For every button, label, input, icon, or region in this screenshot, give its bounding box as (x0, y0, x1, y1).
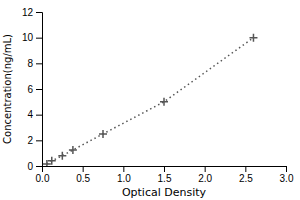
tick: 2.0 (198, 166, 212, 184)
tick: 4 (27, 109, 42, 120)
tick-label: 0.5 (76, 173, 90, 184)
tick-mark (36, 115, 42, 116)
tick: 1.5 (158, 166, 172, 184)
tick: 10 (22, 32, 42, 43)
tick: 2.5 (239, 166, 253, 184)
tick: 6 (27, 84, 42, 95)
y-axis: 0 2 4 6 8 10 12 (22, 7, 43, 172)
tick: 8 (27, 58, 42, 69)
marker (48, 157, 56, 165)
marker (160, 98, 168, 106)
marker (249, 34, 257, 42)
tick-mark (123, 166, 124, 172)
tick-mark (36, 38, 42, 39)
tick-mark (83, 166, 84, 172)
y-axis-line (36, 13, 43, 167)
tick: 0.0 (36, 166, 50, 184)
tick: 3.0 (280, 166, 294, 184)
tick-label: 6 (27, 84, 33, 95)
tick-label: 0.0 (36, 173, 50, 184)
tick-mark (36, 12, 42, 13)
x-axis: 0.0 0.5 1.0 1.5 2.0 2.5 3.0 (36, 166, 294, 184)
tick: 0.5 (76, 166, 90, 184)
marker (99, 130, 107, 138)
tick-label: 2.5 (239, 173, 253, 184)
marker (69, 146, 77, 154)
tick-mark (36, 63, 42, 64)
x-axis-title: Optical Density (122, 186, 207, 199)
tick-label: 2 (27, 135, 33, 146)
tick-label: 1.5 (158, 173, 172, 184)
plot: 0.0 0.5 1.0 1.5 2.0 2.5 3.0 0 2 4 6 8 10 12 (22, 7, 294, 184)
tick-label: 4 (27, 109, 33, 120)
tick: 0 (27, 161, 42, 172)
y-axis-title: Concentration(ng/mL) (2, 34, 13, 144)
tick-mark (245, 166, 246, 172)
tick-label: 10 (22, 32, 34, 43)
tick-mark (36, 89, 42, 90)
tick-label: 3.0 (280, 173, 294, 184)
tick-mark (164, 166, 165, 172)
tick-mark (36, 166, 42, 167)
marks (43, 34, 258, 166)
marker (58, 152, 66, 160)
tick-label: 8 (27, 58, 33, 69)
tick: 1.0 (117, 166, 131, 184)
tick-mark (286, 166, 287, 172)
x-axis-line (43, 167, 287, 173)
tick-mark (36, 140, 42, 141)
tick: 12 (22, 7, 42, 18)
tick: 2 (27, 135, 42, 146)
tick-label: 0 (27, 161, 33, 172)
line (47, 38, 254, 164)
chart: 0.0 0.5 1.0 1.5 2.0 2.5 3.0 0 2 4 6 8 10 12 Optical De… (0, 0, 300, 200)
tick-label: 2.0 (198, 173, 212, 184)
tick-mark (205, 166, 206, 172)
tick-label: 12 (22, 7, 34, 18)
tick-label: 1.0 (117, 173, 131, 184)
